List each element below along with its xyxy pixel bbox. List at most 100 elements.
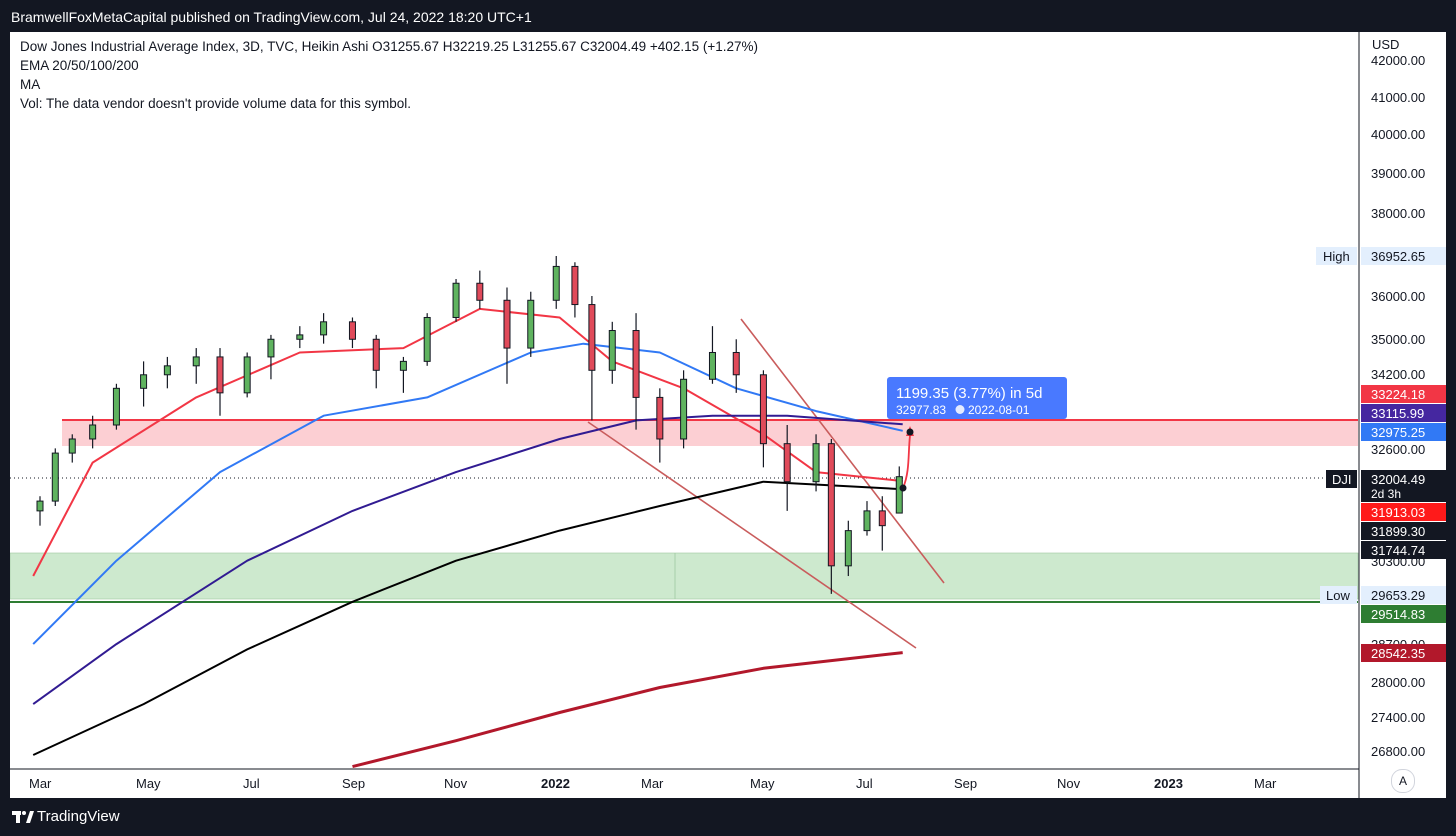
time-tick: Jul xyxy=(856,776,873,791)
candle xyxy=(632,313,640,430)
candle xyxy=(348,317,356,349)
candle-body-up xyxy=(399,360,407,371)
projection-end-dot xyxy=(906,428,914,436)
last-price-box xyxy=(1361,470,1446,502)
candle-body-down xyxy=(571,265,579,306)
candle-body-up xyxy=(844,530,852,567)
time-axis[interactable]: Mar May Jul Sep Nov 2022 Mar May Jul Sep… xyxy=(29,776,1277,791)
ema20b-label: 31913.03 xyxy=(1371,505,1425,520)
candle-body-up xyxy=(89,424,97,440)
legend-volume-line[interactable]: Vol: The data vendor doesn't provide vol… xyxy=(20,96,412,111)
candle-body-up xyxy=(192,356,200,367)
clock-icon xyxy=(955,405,965,414)
candle-body-down xyxy=(216,356,224,394)
candle xyxy=(163,356,171,389)
chart-svg[interactable]: 1199.35 (3.77%) in 5d 32977.83 2022-08-0… xyxy=(10,32,1446,798)
candle xyxy=(36,496,44,526)
currency-label: USD xyxy=(1372,37,1400,52)
candle xyxy=(243,352,251,398)
ma-label: 31899.30 xyxy=(1371,524,1425,539)
candles xyxy=(36,255,903,594)
candle-body-down xyxy=(656,396,664,440)
ema200-label: 31744.74 xyxy=(1371,543,1425,558)
time-tick: Jul xyxy=(243,776,260,791)
projection-start-dot xyxy=(899,484,907,492)
candle-body-down xyxy=(732,351,740,376)
tradingview-logo-icon xyxy=(12,811,34,823)
tradingview-brand[interactable]: TradingView xyxy=(37,808,120,825)
time-tick-year: 2022 xyxy=(541,776,570,791)
time-tick: Nov xyxy=(444,776,468,791)
candle-body-up xyxy=(51,452,59,502)
time-tick: Mar xyxy=(641,776,664,791)
resistance-zone xyxy=(62,420,1358,446)
projection-label-line2: 32977.83 xyxy=(896,403,946,417)
sma-long-label-box xyxy=(1361,644,1446,662)
candle-body-down xyxy=(348,321,356,340)
symbol-tag: DJI xyxy=(1332,472,1352,487)
price-tick: 26800.00 xyxy=(1371,744,1425,759)
candle-body-up xyxy=(36,500,44,512)
candle xyxy=(527,291,535,357)
trend-line-upper xyxy=(740,318,945,584)
candle-body-up xyxy=(163,365,171,376)
candle xyxy=(552,255,560,309)
candle xyxy=(759,370,767,468)
price-tick: 40000.00 xyxy=(1371,127,1425,142)
price-tick: 38000.00 xyxy=(1371,206,1425,221)
candle-body-down xyxy=(588,304,596,371)
candle-body-up xyxy=(863,510,871,532)
candle-body-up xyxy=(708,351,716,380)
price-tick: 27400.00 xyxy=(1371,710,1425,725)
candle xyxy=(503,287,511,384)
auto-scale-button[interactable]: A xyxy=(1391,769,1415,793)
series-line-ema-20 xyxy=(32,307,903,577)
chart-area[interactable]: 1199.35 (3.77%) in 5d 32977.83 2022-08-0… xyxy=(10,32,1446,798)
candle xyxy=(812,434,820,492)
sma-long-label: 28542.35 xyxy=(1371,646,1425,661)
ema50-label: 32975.25 xyxy=(1371,425,1425,440)
candle-body-down xyxy=(503,299,511,349)
candle xyxy=(267,334,275,380)
candle-body-up xyxy=(527,299,535,349)
legend-ma-line[interactable]: MA xyxy=(20,77,41,92)
time-tick: Mar xyxy=(1254,776,1277,791)
legend-symbol-line[interactable]: Dow Jones Industrial Average Index, 3D, … xyxy=(20,39,758,54)
candle xyxy=(51,448,59,506)
candle xyxy=(680,370,688,449)
candle xyxy=(571,262,579,318)
candle-body-up xyxy=(423,316,431,362)
ema100-label: 33115.99 xyxy=(1371,406,1424,421)
high-value: 36952.65 xyxy=(1371,249,1425,264)
series-line-ema-200 xyxy=(32,480,903,756)
series-line-ema-100 xyxy=(32,414,903,705)
candle xyxy=(588,296,596,421)
candle xyxy=(216,348,224,416)
time-tick: Mar xyxy=(29,776,52,791)
low-tag: Low xyxy=(1326,588,1350,603)
candle xyxy=(192,348,200,384)
time-tick: May xyxy=(750,776,775,791)
price-axis[interactable]: 42000.00 41000.00 40000.00 39000.00 3800… xyxy=(1316,53,1446,759)
candle-body-up xyxy=(895,476,903,514)
candle xyxy=(372,334,380,389)
candle xyxy=(827,438,835,594)
candle-body-up xyxy=(112,387,120,426)
publish-text: BramwellFoxMetaCapital published on Trad… xyxy=(11,9,532,25)
price-tick: 36000.00 xyxy=(1371,289,1425,304)
projection-label-line1: 1199.35 (3.77%) in 5d xyxy=(896,385,1043,402)
candle xyxy=(140,361,148,407)
time-tick: Sep xyxy=(342,776,365,791)
support-label-box xyxy=(1361,605,1446,623)
candle xyxy=(732,339,740,393)
candle xyxy=(399,356,407,393)
candle xyxy=(895,466,903,514)
candle-body-up xyxy=(680,378,688,440)
symbol-tag-box xyxy=(1326,470,1357,488)
legend-ema-line[interactable]: EMA 20/50/100/200 xyxy=(20,58,139,73)
candle xyxy=(608,321,616,384)
candle-body-up xyxy=(243,356,251,394)
candle xyxy=(863,501,871,536)
candle xyxy=(656,388,664,463)
candle-body-down xyxy=(878,510,886,527)
